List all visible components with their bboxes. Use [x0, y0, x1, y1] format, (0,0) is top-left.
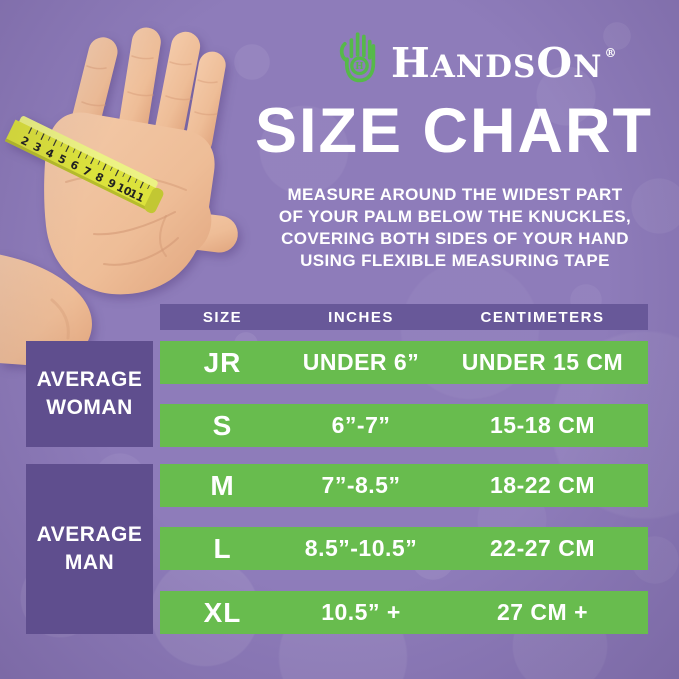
cell-centimeters: 18-22 CM: [490, 472, 595, 498]
cell-inches: UNDER 6”: [302, 349, 420, 375]
instruction-line: OF YOUR PALM BELOW THE KNUCKLES,: [278, 207, 632, 226]
page-title: SIZE CHART: [255, 96, 653, 166]
instruction-line: USING FLEXIBLE MEASURING TAPE: [300, 251, 610, 270]
table-row-s: S 6”-7” 15-18 CM: [160, 404, 648, 447]
cell-inches: 7”-8.5”: [321, 472, 401, 498]
group-label-line: AVERAGE: [36, 368, 143, 391]
cell-size: M: [210, 469, 235, 501]
table-header-row: SIZE INCHES CENTIMETERS: [160, 304, 648, 330]
cell-inches: 10.5” +: [321, 599, 401, 625]
table-row-xl: XL 10.5” + 27 CM +: [160, 591, 648, 634]
brand-part: ANDS: [430, 49, 537, 85]
brand-part: O: [536, 39, 574, 87]
brand-part: N: [573, 49, 603, 85]
cell-centimeters: 22-27 CM: [490, 535, 595, 561]
row-group-label-average-man: AVERAGE MAN: [26, 464, 153, 634]
measuring-tape: 2 3 4 5 6 7 8 9 10 11: [4, 116, 164, 214]
cell-size: JR: [203, 346, 242, 378]
registered-mark: ®: [604, 46, 617, 60]
measurement-instructions: MEASURE AROUND THE WIDEST PART OF YOUR P…: [235, 184, 675, 272]
tape-number: 10: [114, 181, 134, 200]
group-label-line: WOMAN: [46, 396, 133, 419]
table-row-jr: JR UNDER 6” UNDER 15 CM: [160, 341, 648, 384]
header-cell-centimeters: CENTIMETERS: [480, 308, 605, 326]
logo-letter: H: [355, 62, 363, 72]
group-label-line: AVERAGE: [36, 523, 143, 546]
cell-centimeters: 15-18 CM: [490, 412, 595, 438]
cell-size: S: [212, 409, 233, 441]
header-cell-size: SIZE: [202, 308, 243, 326]
brand-part: H: [391, 39, 431, 87]
hand-logo-icon: H: [339, 32, 376, 83]
row-group-label-average-woman: AVERAGE WOMAN: [26, 341, 153, 447]
cell-size: XL: [203, 596, 242, 628]
cell-centimeters: UNDER 15 CM: [461, 349, 624, 375]
table-row-l: L 8.5”-10.5” 22-27 CM: [160, 527, 648, 570]
header-cell-inches: INCHES: [328, 308, 394, 326]
cell-inches: 8.5”-10.5”: [304, 535, 418, 561]
instruction-line: COVERING BOTH SIDES OF YOUR HAND: [281, 229, 629, 248]
table-row-m: M 7”-8.5” 18-22 CM: [160, 464, 648, 507]
cell-centimeters: 27 CM +: [496, 599, 589, 625]
instruction-line: MEASURE AROUND THE WIDEST PART: [287, 185, 623, 204]
brand-logo: H H ANDS O N ®: [336, 28, 616, 88]
hand-illustration: 2 3 4 5 6 7 8 9 10 11: [0, 27, 238, 366]
group-label-line: MAN: [64, 551, 115, 574]
tape-number: 11: [127, 187, 146, 205]
brand-name: H ANDS O N ®: [391, 43, 616, 88]
cell-inches: 6”-7”: [331, 412, 391, 438]
cell-size: L: [213, 532, 232, 564]
